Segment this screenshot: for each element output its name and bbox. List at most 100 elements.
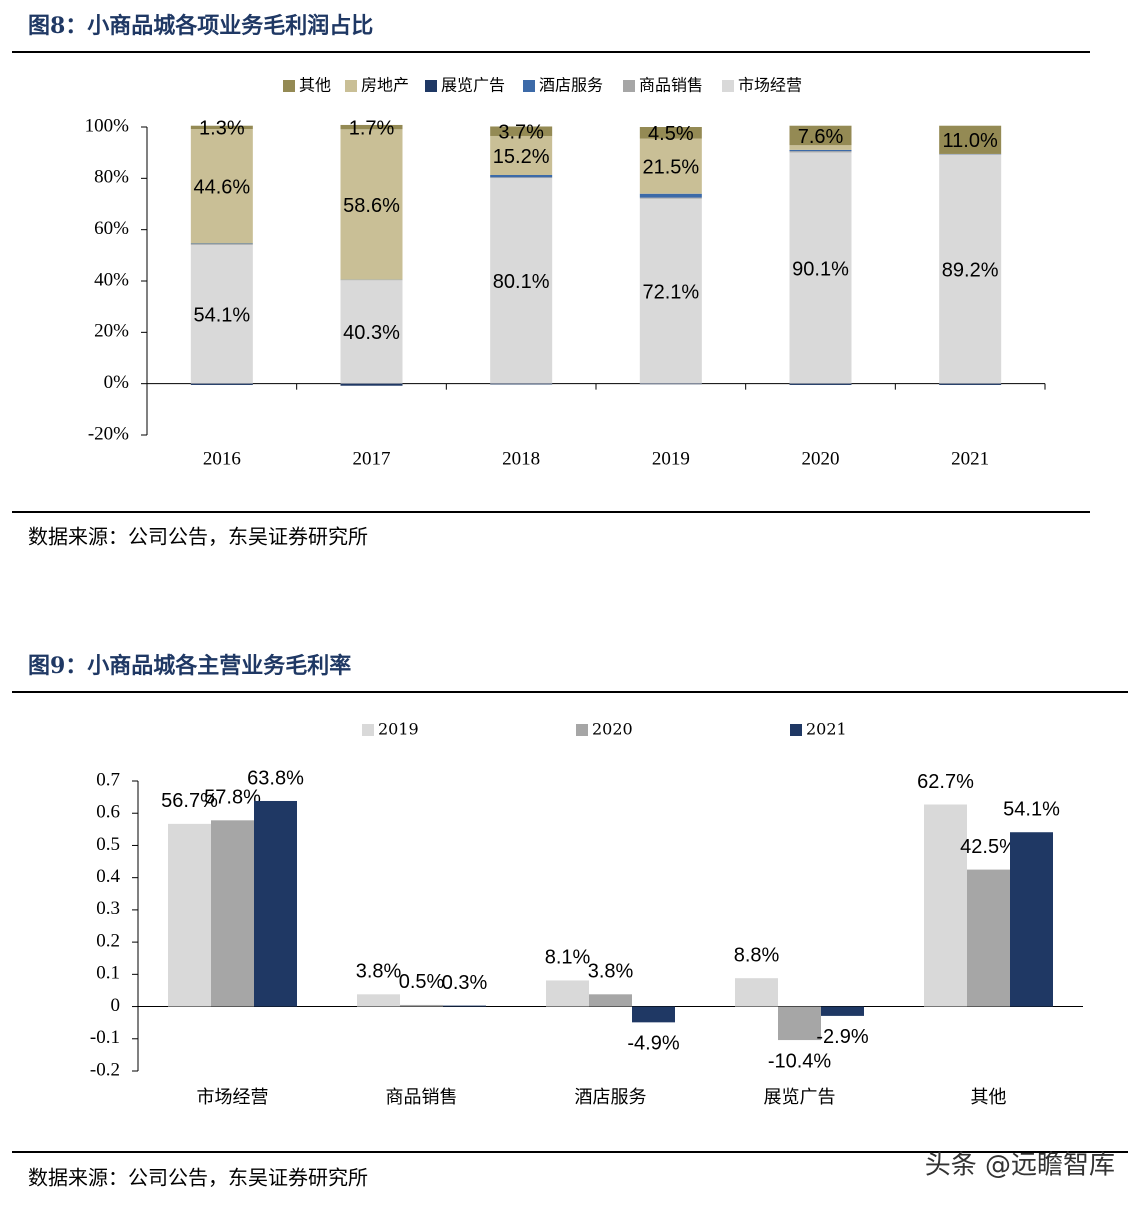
x-tick-label: 2019 [652, 448, 690, 469]
bar-segment [789, 152, 852, 384]
value-label: -4.9% [627, 1033, 679, 1055]
value-label: 3.7% [498, 122, 544, 144]
value-label: 3.8% [356, 961, 402, 983]
value-label: 1.3% [199, 118, 245, 140]
bar-segment [190, 243, 253, 245]
bar [924, 804, 967, 1007]
value-label: 62.7% [917, 771, 974, 793]
source-note: 数据来源：公司公告，东吴证券研究所 [28, 525, 368, 549]
y-tick-label: 0.2 [96, 930, 120, 951]
bar-segment [190, 129, 253, 244]
bar-segment [639, 127, 702, 139]
legend-swatch [722, 80, 734, 92]
legend-label: 2021 [806, 720, 847, 739]
value-label: 15.2% [493, 146, 550, 168]
legend-swatch [623, 80, 635, 92]
value-label: 63.8% [247, 767, 304, 789]
value-label: 8.8% [734, 944, 780, 966]
bar-segment [340, 124, 403, 130]
value-label: 4.5% [648, 123, 694, 145]
value-label: 80.1% [493, 271, 550, 293]
bar-segment [490, 177, 553, 179]
bar-segment [190, 244, 253, 384]
bar [1010, 832, 1053, 1007]
legend-label: 商品销售 [639, 76, 703, 95]
value-label: 3.8% [588, 961, 634, 983]
bar-segment [639, 197, 702, 199]
legend-label: 酒店服务 [539, 76, 603, 95]
legend-swatch [790, 724, 802, 736]
source-note: 数据来源：公司公告，东吴证券研究所 [28, 1166, 368, 1190]
figure-title: 图9：小商品城各主营业务毛利率 [28, 653, 351, 679]
x-tick-label: 商品销售 [386, 1087, 458, 1108]
bar-segment [190, 383, 253, 385]
value-label: 72.1% [642, 281, 699, 303]
bar-segment [939, 154, 1002, 384]
bar-segment [340, 129, 403, 280]
bar [632, 1006, 675, 1023]
y-tick-label: 20% [94, 321, 129, 342]
value-label: 21.5% [642, 156, 699, 178]
y-tick-label: 0.1 [96, 963, 120, 984]
legend-swatch [362, 724, 374, 736]
bar [778, 1006, 821, 1041]
legend-label: 其他 [299, 76, 331, 95]
bar-segment [939, 383, 1002, 385]
figure-title: 图8：小商品城各项业务毛利润占比 [28, 13, 373, 39]
x-tick-label: 其他 [971, 1087, 1007, 1108]
bar [357, 994, 400, 1007]
bar-segment [190, 125, 253, 130]
x-tick-label: 展览广告 [764, 1087, 836, 1108]
bar-segment [789, 145, 852, 150]
y-tick-label: 0.5 [96, 834, 120, 855]
value-label: 89.2% [942, 259, 999, 281]
y-tick-label: 0% [104, 372, 130, 393]
bar [400, 1004, 443, 1007]
bar-segment [340, 383, 403, 386]
y-tick-label: 0 [111, 995, 121, 1016]
x-tick-label: 2017 [353, 448, 391, 469]
bar [589, 994, 632, 1007]
value-label: 42.5% [960, 836, 1017, 858]
bar [735, 978, 778, 1007]
value-label: -2.9% [816, 1026, 868, 1048]
value-label: 7.6% [798, 126, 844, 148]
value-label: 8.1% [545, 947, 591, 969]
y-tick-label: 60% [94, 218, 129, 239]
value-label: 11.0% [943, 130, 998, 152]
x-tick-label: 酒店服务 [575, 1087, 647, 1108]
y-tick-label: 0.3 [96, 898, 120, 919]
bar-segment [639, 198, 702, 384]
y-tick-label: 0.6 [96, 802, 120, 823]
y-tick-label: 40% [94, 269, 129, 290]
legend-swatch [283, 80, 295, 92]
watermark: 头条 @远瞻智库 [925, 1151, 1115, 1181]
legend-swatch [576, 724, 588, 736]
x-tick-label: 2016 [203, 448, 241, 469]
bar-segment [490, 178, 553, 384]
bar-segment [939, 154, 1002, 155]
y-tick-label: 0.7 [96, 769, 120, 790]
bar-segment [639, 193, 702, 198]
value-label: 40.3% [343, 322, 400, 344]
bar-segment [639, 383, 702, 385]
value-label: 0.3% [442, 972, 488, 994]
y-tick-label: -20% [88, 423, 129, 444]
value-label: 54.1% [193, 305, 250, 327]
x-tick-label: 2018 [502, 448, 540, 469]
bar-segment [939, 125, 1002, 154]
x-tick-label: 市场经营 [197, 1087, 269, 1108]
legend-swatch [345, 80, 357, 92]
value-label: -10.4% [768, 1050, 832, 1072]
value-label: 1.7% [349, 117, 395, 139]
bar-segment [789, 149, 852, 152]
bar [254, 800, 297, 1007]
bar [967, 869, 1010, 1007]
bar [821, 1006, 864, 1016]
y-tick-label: 0.4 [96, 866, 120, 887]
bar-segment [490, 174, 553, 178]
legend-label: 2019 [378, 720, 419, 739]
legend-label: 市场经营 [738, 76, 802, 95]
value-label: 58.6% [343, 195, 400, 217]
